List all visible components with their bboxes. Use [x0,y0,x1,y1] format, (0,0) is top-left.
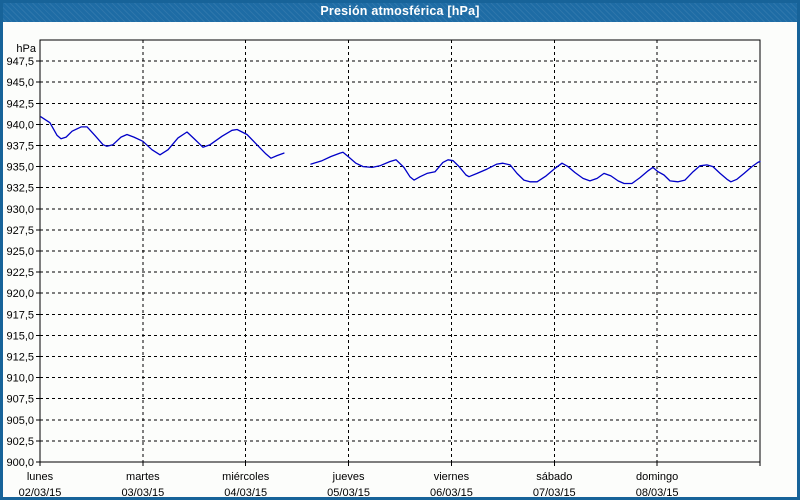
y-tick-label: 912,5 [6,352,34,364]
y-tick-label: 922,5 [6,267,34,279]
window-title: Presión atmosférica [hPa] [0,0,800,22]
y-tick-label: 942,5 [6,98,34,110]
x-date-label: 08/03/15 [636,487,679,499]
x-date-label: 03/03/15 [121,487,164,499]
y-tick-label: 930,0 [6,204,34,216]
y-tick-label: 945,0 [6,77,34,89]
y-tick-label: 935,0 [6,162,34,174]
y-tick-label: 947,5 [6,56,34,68]
x-day-label: miércoles [222,471,270,483]
x-day-label: domingo [636,471,678,483]
x-day-label: jueves [332,471,365,483]
y-tick-label: 907,5 [6,394,34,406]
y-tick-label: 925,0 [6,246,34,258]
gridlines [40,40,760,462]
x-date-label: 05/03/15 [327,487,370,499]
x-day-label: lunes [27,471,54,483]
pressure-series-line [310,151,761,185]
series-lines [40,116,761,185]
x-day-label: viernes [434,471,470,483]
x-day-label: sábado [536,471,572,483]
y-unit-label: hPa [16,43,36,55]
x-date-label: 06/03/15 [430,487,473,499]
x-date-label: 02/03/15 [19,487,62,499]
y-tick-label: 920,0 [6,288,34,300]
y-tick-label: 917,5 [6,309,34,321]
y-tick-label: 915,0 [6,330,34,342]
y-tick-label: 900,0 [6,457,34,469]
x-date-label: 04/03/15 [224,487,267,499]
y-tick-label: 927,5 [6,225,34,237]
y-tick-label: 940,0 [6,119,34,131]
axes [36,39,761,466]
y-tick-label: 932,5 [6,183,34,195]
x-date-label: 07/03/15 [533,487,576,499]
x-day-label: martes [126,471,160,483]
axis-labels: 947,5 945,0 942,5 940,0 937,5 935,0 932,5 930,0… [6,43,678,499]
y-tick-label: 902,5 [6,436,34,448]
y-tick-label: 905,0 [6,415,34,427]
pressure-series-line [40,116,285,159]
y-tick-label: 937,5 [6,141,34,153]
y-tick-label: 910,0 [6,373,34,385]
